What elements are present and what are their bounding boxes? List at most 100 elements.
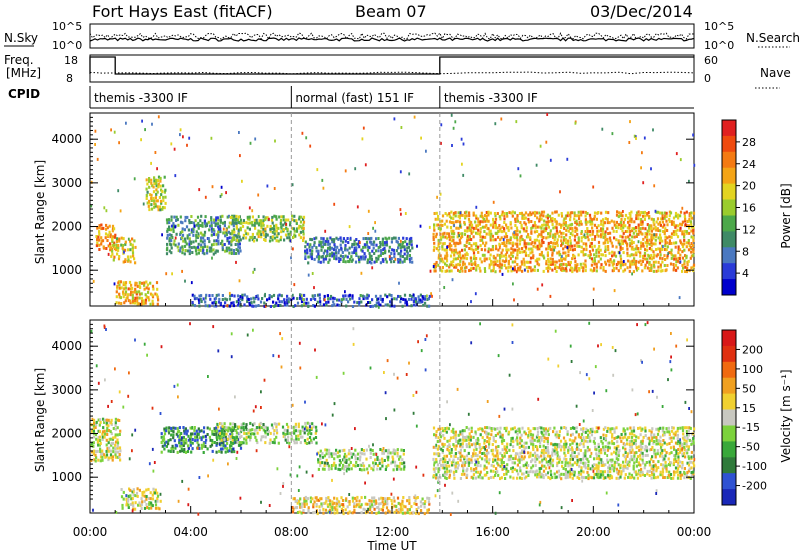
velocity-cell — [533, 438, 536, 442]
velocity-cell — [132, 504, 135, 508]
velocity-cell — [461, 464, 464, 468]
velocity-cell — [470, 467, 473, 471]
velocity-cell — [435, 430, 438, 434]
power-cell — [318, 293, 321, 297]
velocity-cell — [211, 432, 214, 436]
power-cell — [610, 260, 613, 264]
power-cell — [536, 244, 539, 248]
power-cell — [282, 218, 285, 222]
power-scatter-cell — [439, 192, 442, 196]
power-cell — [533, 230, 536, 234]
power-cell — [665, 219, 668, 223]
power-cell — [483, 217, 486, 221]
power-cell — [236, 235, 239, 239]
velocity-cell — [295, 437, 298, 441]
velocity-cell — [437, 444, 440, 448]
power-cell — [482, 241, 485, 245]
power-cell — [235, 214, 238, 218]
power-cell — [602, 218, 605, 222]
power-cell — [452, 217, 455, 221]
velocity-cell — [564, 439, 567, 443]
power-cell — [555, 210, 558, 214]
power-cell — [580, 232, 583, 235]
power-cell — [151, 184, 154, 188]
power-cell — [300, 300, 304, 304]
power-cell — [597, 224, 600, 228]
power-cell — [375, 243, 378, 247]
velocity-cell — [230, 444, 233, 448]
power-cell — [562, 251, 565, 255]
power-cell — [573, 217, 576, 221]
power-cell — [417, 298, 420, 302]
power-scatter-cell — [446, 245, 448, 249]
velocity-cell — [502, 439, 506, 442]
power-cell — [494, 244, 498, 248]
power-scatter-cell — [420, 136, 422, 140]
power-cell — [390, 257, 393, 260]
power-cell — [173, 239, 176, 243]
power-scatter-cell — [684, 223, 687, 227]
power-cell — [573, 238, 576, 242]
velocity-cell — [536, 457, 539, 461]
power-cell — [371, 249, 374, 253]
velocity-cell — [180, 447, 183, 451]
power-cell — [646, 257, 649, 261]
power-cell — [98, 243, 101, 247]
power-cell — [156, 295, 159, 299]
velocity-cell — [102, 426, 105, 430]
power-cell — [136, 302, 139, 306]
velocity-cell — [266, 432, 269, 436]
velocity-cell — [596, 475, 599, 479]
power-cell — [450, 269, 453, 273]
velocity-cell — [269, 431, 272, 435]
velocity-cell — [237, 441, 240, 444]
power-cell — [269, 227, 272, 231]
power-cell — [533, 210, 537, 214]
power-cell — [128, 280, 132, 284]
power-cell — [104, 232, 108, 236]
power-cell — [629, 241, 632, 245]
nave-tick-top: 60 — [704, 54, 718, 67]
power-cell — [681, 250, 684, 254]
power-scatter-cell — [225, 228, 228, 232]
velocity-cell — [474, 463, 477, 467]
power-cell — [611, 254, 614, 258]
power-cell — [517, 266, 520, 270]
power-cell — [286, 303, 289, 307]
power-cell — [582, 253, 585, 257]
velocity-cell — [593, 472, 596, 476]
power-cell — [122, 283, 125, 287]
power-cell — [441, 214, 445, 218]
power-cell — [621, 247, 624, 251]
velocity-cell — [408, 501, 411, 505]
power-cell — [542, 241, 545, 244]
power-cell — [129, 287, 132, 291]
power-cell — [644, 227, 647, 231]
power-scatter-cell — [635, 137, 637, 140]
velocity-cell — [556, 443, 559, 447]
velocity-cell — [310, 440, 313, 444]
power-cell — [692, 225, 695, 229]
velocity-cell — [206, 433, 209, 436]
power-cell — [549, 257, 552, 261]
power-cell — [552, 226, 555, 230]
velocity-cell — [223, 429, 226, 433]
velocity-cell — [457, 463, 460, 467]
power-cell — [412, 300, 415, 303]
power-scatter-cell — [266, 184, 269, 188]
velocity-cell — [210, 443, 214, 447]
power-cell — [260, 219, 263, 223]
power-cell — [493, 212, 497, 215]
velocity-cell — [566, 475, 569, 479]
power-cell — [536, 247, 539, 251]
velocity-cell — [342, 512, 345, 516]
power-scatter-cell — [344, 290, 346, 294]
power-scatter-cell — [362, 126, 365, 130]
velocity-cell — [594, 430, 597, 434]
power-cell — [119, 296, 122, 300]
power-scatter-cell — [222, 227, 225, 231]
power-cell — [256, 294, 259, 298]
power-cell — [593, 237, 596, 241]
velocity-cell — [457, 457, 460, 461]
velocity-cell — [341, 499, 345, 502]
